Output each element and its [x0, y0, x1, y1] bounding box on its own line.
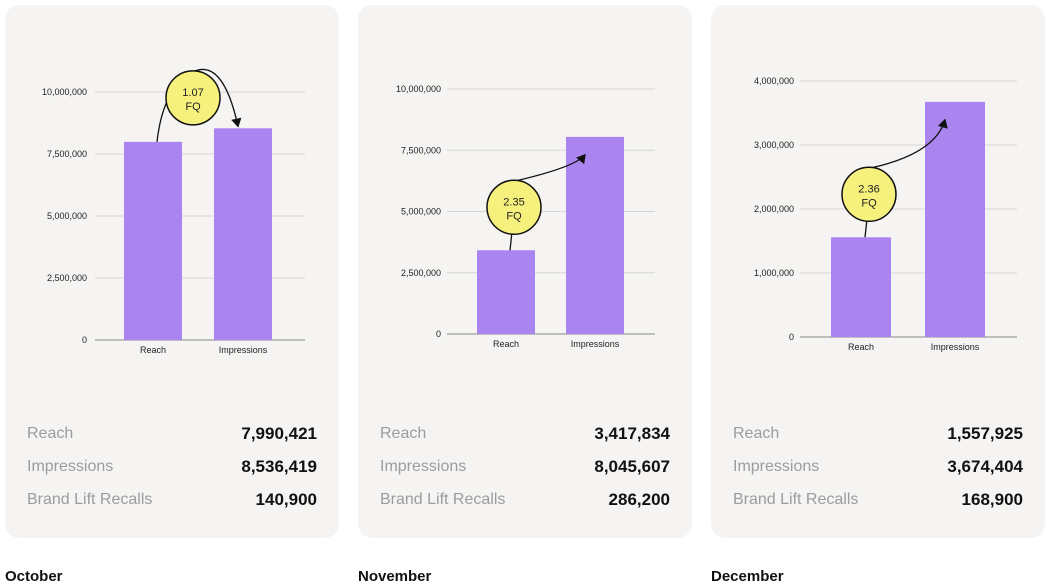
bar-impressions	[925, 101, 985, 338]
stat-row-impressions: Impressions 8,536,419	[27, 450, 317, 483]
stat-value: 8,045,607	[594, 456, 670, 476]
x-tick-label: Reach	[848, 342, 874, 352]
stat-value: 3,417,834	[594, 423, 670, 443]
chart-card: 0 1,000,000 2,000,000 3,000,000 4,000,000 Rea…	[711, 5, 1045, 538]
month-label: November	[358, 568, 432, 585]
bar-chart: 0 2,500,000 5,000,000 7,500,000 10,000,000 Re…	[42, 68, 305, 355]
stat-value: 7,990,421	[241, 423, 317, 443]
stat-row-reach: Reach 7,990,421	[27, 417, 317, 450]
stat-label: Reach	[27, 424, 74, 442]
bar-reach	[831, 237, 891, 337]
frequency-value: 2.35	[503, 196, 524, 208]
month-label: October	[5, 568, 63, 585]
bar-impressions	[566, 136, 624, 334]
frequency-value: 2.36	[858, 183, 879, 195]
stat-value: 1,557,925	[947, 423, 1023, 443]
frequency-bubble	[165, 70, 221, 126]
frequency-unit: FQ	[506, 210, 522, 222]
stat-label: Reach	[380, 424, 427, 442]
stat-value: 140,900	[255, 489, 317, 509]
x-tick-label: Reach	[493, 339, 519, 349]
frequency-bubble	[486, 179, 542, 236]
y-tick-label: 0	[789, 332, 794, 342]
bar-impressions	[214, 128, 272, 340]
stats-list: Reach 3,417,834 Impressions 8,045,607 Br…	[380, 417, 670, 516]
x-tick-label: Impressions	[931, 342, 980, 352]
frequency-unit: FQ	[861, 197, 877, 209]
x-tick-label: Reach	[140, 345, 166, 355]
y-tick-label: 10,000,000	[42, 87, 87, 97]
frequency-bubble	[841, 166, 897, 223]
y-tick-label: 4,000,000	[754, 76, 794, 86]
stat-label: Brand Lift Recalls	[733, 490, 859, 508]
chart-card: 0 2,500,000 5,000,000 7,500,000 10,000,000 Re…	[5, 5, 339, 538]
frequency-unit: FQ	[185, 101, 201, 113]
stat-row-brand-lift: Brand Lift Recalls 286,200	[380, 483, 670, 516]
stat-label: Impressions	[733, 457, 820, 475]
y-tick-label: 2,500,000	[401, 268, 441, 278]
y-tick-label: 7,500,000	[401, 145, 441, 155]
stat-row-reach: Reach 1,557,925	[733, 417, 1023, 450]
y-tick-label: 5,000,000	[401, 207, 441, 217]
stat-label: Brand Lift Recalls	[380, 490, 506, 508]
stat-row-reach: Reach 3,417,834	[380, 417, 670, 450]
y-tick-label: 0	[436, 329, 441, 339]
stat-row-brand-lift: Brand Lift Recalls 168,900	[733, 483, 1023, 516]
stat-row-impressions: Impressions 8,045,607	[380, 450, 670, 483]
stat-value: 286,200	[608, 489, 670, 509]
y-tick-label: 1,000,000	[754, 268, 794, 278]
y-tick-label: 10,000,000	[396, 84, 441, 94]
y-tick-label: 5,000,000	[47, 211, 87, 221]
bar-reach	[477, 250, 535, 334]
stat-label: Reach	[733, 424, 780, 442]
y-tick-label: 2,500,000	[47, 273, 87, 283]
bar-reach	[124, 141, 182, 340]
stat-value: 168,900	[961, 489, 1023, 509]
y-tick-label: 0	[82, 335, 87, 345]
x-tick-label: Impressions	[571, 339, 620, 349]
stat-row-brand-lift: Brand Lift Recalls 140,900	[27, 483, 317, 516]
stats-list: Reach 7,990,421 Impressions 8,536,419 Br…	[27, 417, 317, 516]
stat-value: 8,536,419	[241, 456, 317, 476]
chart-card: 0 2,500,000 5,000,000 7,500,000 10,000,000 Re…	[358, 5, 692, 538]
y-tick-label: 7,500,000	[47, 149, 87, 159]
y-tick-label: 2,000,000	[754, 204, 794, 214]
stat-label: Impressions	[380, 457, 467, 475]
month-label: December	[711, 568, 784, 585]
stat-label: Impressions	[27, 457, 114, 475]
stat-value: 3,674,404	[947, 456, 1023, 476]
x-tick-label: Impressions	[219, 345, 268, 355]
frequency-value: 1.07	[182, 87, 203, 99]
stat-label: Brand Lift Recalls	[27, 490, 153, 508]
stats-list: Reach 1,557,925 Impressions 3,674,404 Br…	[733, 417, 1023, 516]
bar-chart: 0 2,500,000 5,000,000 7,500,000 10,000,000 Re…	[396, 84, 655, 349]
stat-row-impressions: Impressions 3,674,404	[733, 450, 1023, 483]
bar-chart: 0 1,000,000 2,000,000 3,000,000 4,000,000 Rea…	[754, 76, 1017, 352]
y-tick-label: 3,000,000	[754, 140, 794, 150]
